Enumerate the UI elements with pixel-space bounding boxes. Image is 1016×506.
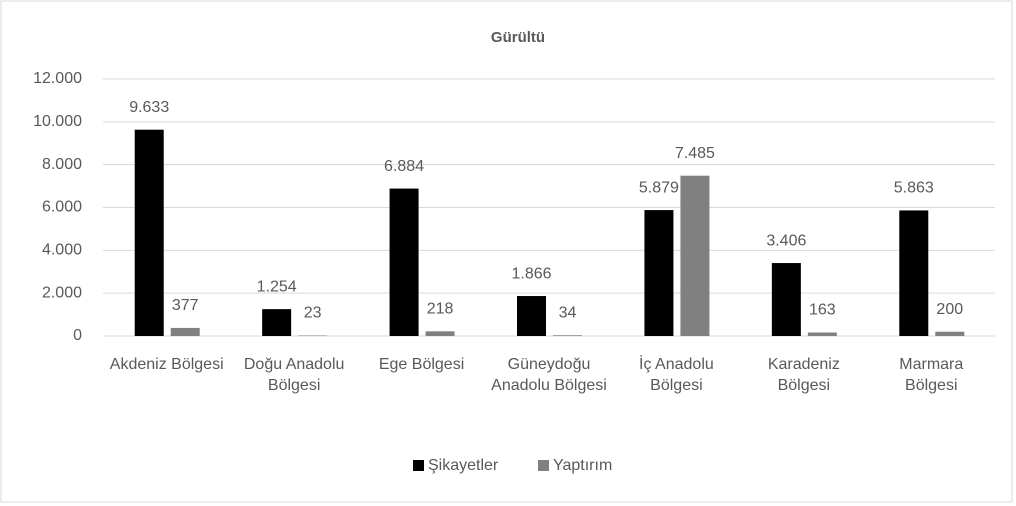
value-label: 9.633 [129, 99, 169, 116]
legend-label: Şikayetler [428, 457, 499, 474]
x-tick-label: Akdeniz Bölgesi [109, 356, 224, 373]
value-label: 1.866 [511, 265, 551, 282]
value-label: 5.863 [894, 180, 934, 197]
bar [389, 188, 419, 336]
value-label: 7.485 [675, 145, 715, 162]
x-label-box: Doğu Anadolu Bölgesi [243, 356, 345, 394]
x-label-box: Ege Bölgesi [378, 356, 465, 373]
x-label-box: Akdeniz Bölgesi [109, 356, 224, 373]
bar [771, 263, 801, 336]
legend-label: Yaptırım [553, 457, 612, 474]
bar [807, 332, 837, 336]
value-label: 218 [427, 301, 454, 318]
value-label: 6.884 [384, 158, 424, 175]
y-tick-label: 8.000 [42, 156, 82, 173]
value-label: 163 [809, 302, 836, 319]
value-label: 5.879 [639, 179, 679, 196]
value-label: 1.254 [257, 278, 297, 295]
bar [262, 309, 292, 336]
bar [644, 210, 674, 336]
x-tick-label: Güneydoğu Anadolu Bölgesi [491, 356, 607, 394]
bar [517, 296, 546, 336]
x-tick-label: Doğu Anadolu Bölgesi [243, 356, 345, 394]
value-label: 200 [936, 301, 963, 318]
x-tick-label: Karadeniz Bölgesi [767, 356, 840, 394]
value-label: 377 [172, 297, 199, 314]
value-label: 23 [304, 305, 322, 322]
bar [170, 327, 200, 336]
x-label-box: Karadeniz Bölgesi [767, 356, 840, 394]
y-tick-label: 10.000 [33, 113, 82, 130]
bar [553, 335, 582, 336]
x-label-box: İç Anadolu Bölgesi [639, 356, 714, 394]
legend-swatch [413, 460, 424, 471]
chart-title: Gürültü [491, 29, 545, 46]
bar [899, 210, 929, 336]
y-tick-label: 4.000 [42, 242, 82, 259]
legend-swatch [538, 460, 549, 471]
value-label: 34 [559, 304, 577, 321]
y-tick-label: 2.000 [42, 284, 82, 301]
x-tick-label: Ege Bölgesi [378, 356, 465, 373]
x-tick-label: İç Anadolu Bölgesi [639, 356, 714, 394]
y-tick-label: 12.000 [33, 70, 82, 87]
bar [425, 331, 455, 336]
y-tick-label: 0 [73, 327, 82, 344]
bar [935, 331, 965, 336]
bar [680, 175, 710, 336]
value-label: 3.406 [766, 232, 806, 249]
x-tick-label: Marmara Bölgesi [899, 356, 964, 394]
bar [134, 129, 164, 336]
y-tick-label: 6.000 [42, 199, 82, 216]
x-label-box: Marmara Bölgesi [899, 356, 964, 394]
x-label-box: Güneydoğu Anadolu Bölgesi [491, 356, 607, 394]
